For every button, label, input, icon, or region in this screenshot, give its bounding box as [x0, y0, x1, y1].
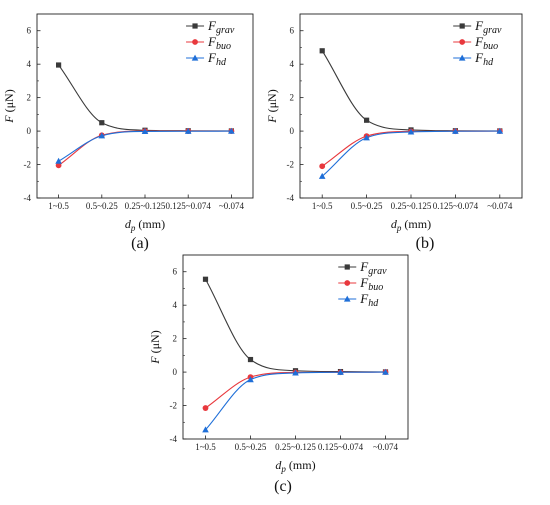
legend-marker	[459, 23, 465, 29]
legend-label-buo: Fbuo	[207, 34, 231, 52]
data-point-hd	[247, 376, 254, 383]
legend-marker	[344, 280, 351, 286]
caption-b: (b)	[416, 235, 435, 252]
x-tick-label: 1~0.5	[48, 201, 69, 211]
data-point-hd	[98, 132, 106, 139]
legend-marker	[191, 54, 199, 61]
caption-a: (a)	[131, 235, 149, 252]
y-tick-label: -2	[24, 160, 32, 170]
series-line-buo	[58, 130, 232, 166]
y-tick-label: 2	[27, 93, 32, 103]
legend-label-buo: Fbuo	[359, 275, 383, 293]
legend-marker	[192, 23, 198, 29]
series-line-hd	[321, 130, 500, 177]
data-point-grav	[247, 356, 254, 363]
data-point-hd	[382, 368, 389, 375]
y-tick-label: 4	[290, 59, 295, 69]
x-tick-label: 0.125~0.074	[433, 201, 479, 211]
legend-marker	[344, 264, 350, 270]
x-tick-label: ~0.074	[373, 442, 399, 452]
y-tick-label: 4	[173, 300, 178, 310]
y-tick-label: -4	[170, 434, 178, 444]
x-axis-label: dp (mm)	[275, 458, 315, 474]
chart-panel-c: -4 -2 0 2 4 6 1~0.5 0.5~0.25 0.25~0.125 0.125~0.0…	[148, 254, 409, 474]
y-tick-label: 6	[290, 26, 295, 36]
x-tick-label: 1~0.5	[312, 201, 333, 211]
legend-label-grav: Fgrav	[207, 18, 235, 36]
x-tick-label: ~0.074	[487, 201, 513, 211]
x-axis-label: dp (mm)	[125, 217, 165, 233]
data-point-hd	[496, 127, 504, 134]
legend-marker	[192, 39, 198, 45]
caption-c: (c)	[274, 478, 292, 495]
x-tick-label: 0.125~0.074	[318, 442, 364, 452]
chart-panel-a: -4 -2 0 2 4 6 1~0.5 0.5~0.25 0.25~0.125 0.125~0.0…	[2, 13, 254, 233]
legend-label-grav: Fgrav	[359, 259, 387, 277]
y-tick-label: 4	[27, 59, 32, 69]
x-tick-label: 0.5~0.25	[351, 201, 383, 211]
data-point-grav	[364, 117, 370, 123]
y-tick-label: -2	[170, 401, 178, 411]
data-point-hd	[228, 127, 235, 134]
x-tick-label: 0.125~0.074	[166, 201, 212, 211]
data-point-hd	[452, 127, 459, 134]
series-line-grav	[321, 50, 500, 132]
data-point-hd	[337, 368, 344, 375]
y-tick-label: 6	[173, 267, 178, 277]
y-tick-label: 2	[290, 93, 295, 103]
x-tick-label: 0.5~0.25	[86, 201, 118, 211]
data-point-grav	[319, 48, 325, 54]
data-point-grav	[99, 120, 105, 126]
x-tick-label: 0.25~0.125	[391, 201, 432, 211]
y-tick-label: -4	[287, 193, 295, 203]
x-tick-label: 1~0.5	[195, 442, 216, 452]
data-point-hd	[292, 369, 299, 376]
y-axis-label: F (μN)	[2, 89, 16, 123]
series-line-hd	[205, 371, 386, 431]
y-tick-label: -4	[24, 193, 32, 203]
y-tick-label: 2	[173, 334, 178, 344]
data-point-grav	[202, 276, 209, 282]
legend-marker	[458, 54, 466, 61]
chart-panel-b: -4 -2 0 2 4 6 1~0.5 0.5~0.25 0.25~0.125 0.125~0.0…	[265, 13, 523, 233]
data-point-grav	[56, 62, 62, 68]
legend-marker	[459, 39, 466, 45]
y-tick-label: 0	[173, 367, 178, 377]
data-point-hd	[141, 128, 149, 135]
data-point-hd	[318, 172, 326, 179]
data-point-hd	[363, 134, 370, 141]
x-tick-label: 0.25~0.125	[125, 201, 166, 211]
data-point-buo	[55, 162, 62, 169]
x-tick-label: 0.25~0.125	[275, 442, 316, 452]
x-tick-label: ~0.074	[219, 201, 245, 211]
y-tick-label: 0	[27, 126, 32, 136]
x-tick-label: 0.5~0.25	[235, 442, 267, 452]
legend-label-buo: Fbuo	[474, 34, 498, 52]
series-line-buo	[205, 371, 386, 409]
y-tick-label: 0	[290, 126, 295, 136]
legend-marker	[343, 295, 351, 302]
data-point-hd	[202, 426, 209, 433]
series-line-grav	[205, 278, 386, 373]
series-line-buo	[321, 130, 500, 167]
data-point-hd	[407, 128, 415, 135]
y-tick-label: 6	[27, 26, 32, 36]
x-axis-label: dp (mm)	[391, 217, 431, 233]
data-point-hd	[184, 127, 192, 134]
data-point-buo	[202, 405, 209, 411]
y-tick-label: -2	[287, 160, 295, 170]
data-point-hd	[55, 157, 62, 164]
data-point-buo	[319, 163, 326, 170]
legend-label-grav: Fgrav	[474, 18, 502, 36]
legend-label-hd: Fhd	[359, 291, 379, 309]
y-axis-label: F (μN)	[148, 330, 162, 364]
series-line-hd	[58, 130, 232, 162]
legend-label-hd: Fhd	[207, 50, 227, 68]
series-line-grav	[58, 64, 232, 132]
legend-label-hd: Fhd	[474, 50, 494, 68]
y-axis-label: F (μN)	[265, 89, 279, 123]
